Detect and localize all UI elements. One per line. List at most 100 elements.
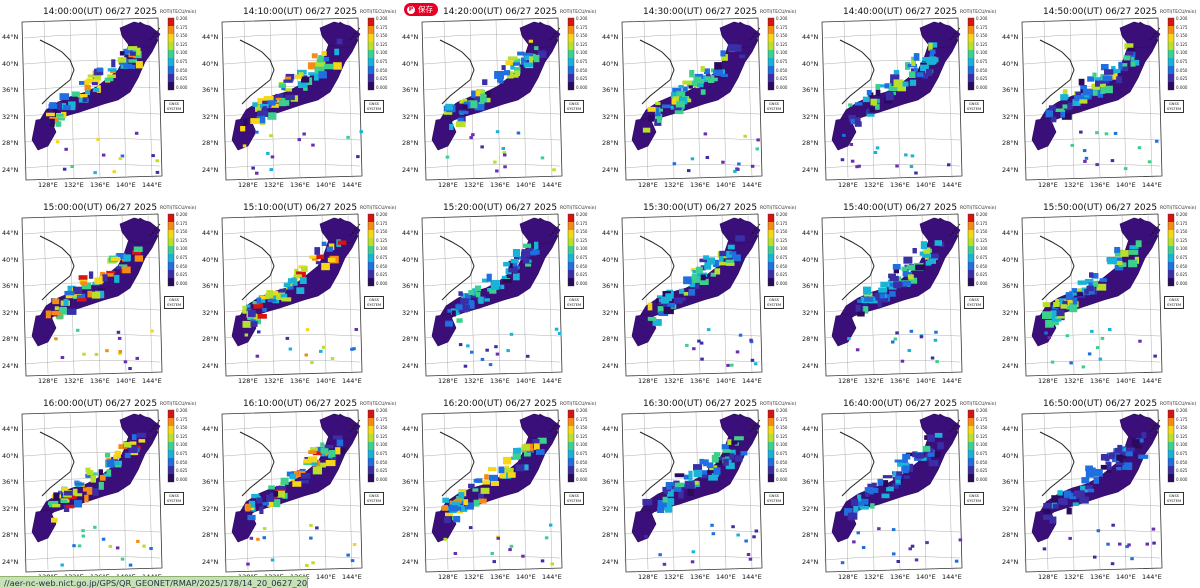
- roti-value-cell: [871, 482, 877, 487]
- roti-value-cell: [937, 442, 944, 450]
- roti-value-cell: [478, 100, 485, 105]
- roti-map-panel: 16:50:00(UT) 06/27 2025 ROTI(TECU/min) 0.2…: [1000, 392, 1200, 588]
- colorbar-frame: [567, 17, 575, 91]
- colorbar-segment: [768, 34, 774, 42]
- roti-value-cell: [885, 92, 894, 101]
- island-station-cell: [753, 362, 758, 366]
- colorbar-segment: [368, 410, 374, 418]
- roti-value-cell: [723, 458, 729, 466]
- roti-value-cell: [1108, 71, 1118, 80]
- longitude-gridline: [521, 411, 527, 571]
- roti-value-cell: [1115, 252, 1121, 257]
- colorbar-tick-label: 0.025: [576, 468, 588, 474]
- roti-value-cell: [123, 442, 132, 448]
- colorbar-segment: [1168, 50, 1174, 58]
- roti-value-cell: [1060, 498, 1068, 505]
- latitude-tick-label: 24°N: [1002, 165, 1019, 174]
- roti-value-cell: [903, 256, 913, 264]
- colorbar-tick-label: 0.175: [176, 220, 188, 226]
- roti-value-cell: [735, 235, 745, 242]
- colorbar-segment: [168, 474, 174, 482]
- colorbar-segment: [768, 18, 774, 26]
- colorbar-segment: [768, 410, 774, 418]
- roti-value-cell: [68, 495, 77, 500]
- roti-value-cell: [315, 261, 321, 265]
- colorbar-tick-label: 0.000: [976, 476, 988, 482]
- longitude-tick-label: 136°E: [290, 181, 310, 189]
- roti-value-cell: [890, 74, 900, 82]
- roti-value-cell: [293, 274, 302, 279]
- roti-value-cell: [1118, 63, 1128, 67]
- latitude-tick-label: 36°N: [602, 282, 619, 290]
- latitude-tick-label: 44°N: [802, 425, 819, 433]
- latitude-tick-label: 24°N: [2, 557, 19, 566]
- colorbar-tick-label: 0.025: [576, 76, 588, 82]
- roti-value-cell: [102, 274, 108, 282]
- island-station-cell: [81, 534, 86, 538]
- island-station-cell: [150, 329, 154, 333]
- colorbar-tick-label: 0.200: [976, 408, 988, 413]
- colorbar-segment: [368, 254, 374, 262]
- colorbar-tick-label: 0.175: [576, 24, 588, 30]
- roti-value-cell: [1084, 289, 1089, 295]
- roti-value-cell: [442, 497, 449, 503]
- colorbar-tick-label: 0.100: [376, 246, 388, 252]
- island-station-cell: [270, 155, 275, 159]
- latitude-tick-label: 44°N: [1002, 425, 1019, 433]
- colorbar-segment: [168, 18, 174, 26]
- colorbar-segment: [168, 50, 174, 58]
- roti-value-cell: [298, 81, 308, 88]
- roti-value-cell: [693, 76, 702, 81]
- colorbar-tick-label: 0.175: [576, 416, 588, 422]
- roti-value-cell: [300, 473, 311, 479]
- japan-landmass: [719, 217, 761, 245]
- longitude-tick-label: 132°E: [864, 573, 884, 581]
- roti-value-cell: [1085, 470, 1095, 478]
- roti-value-cell: [138, 439, 146, 443]
- colorbar-segment: [1168, 58, 1174, 66]
- latitude-tick-label: 28°N: [602, 139, 619, 147]
- colorbar-segment: [368, 270, 374, 278]
- island-station-cell: [142, 544, 146, 548]
- colorbar-label: ROTI(TECU/min): [360, 402, 397, 407]
- island-station-cell: [855, 348, 860, 352]
- colorbar-tick-label: 0.075: [376, 255, 388, 260]
- roti-value-cell: [510, 63, 515, 70]
- longitude-tick-label: 140°E: [316, 377, 336, 385]
- roti-value-cell: [502, 279, 512, 283]
- roti-value-cell: [1075, 91, 1085, 98]
- roti-value-cell: [1107, 258, 1117, 265]
- roti-value-cell: [866, 90, 872, 96]
- roti-value-cell: [316, 462, 326, 468]
- roti-value-cell: [893, 281, 902, 289]
- island-station-cell: [346, 553, 350, 557]
- island-station-cell: [81, 529, 85, 533]
- roti-value-cell: [884, 83, 889, 89]
- roti-value-cell: [674, 482, 685, 488]
- japan-landmass: [719, 413, 761, 441]
- roti-value-cell: [92, 79, 100, 85]
- roti-value-cell: [1104, 85, 1113, 94]
- japan-landmass: [1031, 117, 1057, 151]
- longitude-tick-label: 128°E: [1038, 573, 1058, 581]
- boundary-line: [149, 419, 161, 433]
- roti-value-cell: [268, 485, 275, 490]
- panel-timestamp-title: 16:30:00(UT) 06/27 2025: [642, 399, 758, 409]
- gnss-logo-text: GNSS: [768, 298, 780, 302]
- longitude-tick-label: 144°E: [342, 377, 362, 385]
- roti-value-cell: [315, 446, 324, 452]
- latitude-gridline: [23, 112, 161, 117]
- roti-value-cell: [45, 310, 51, 319]
- roti-value-cell: [64, 490, 73, 496]
- island-station-cell: [849, 143, 854, 146]
- save-button[interactable]: P 保存: [404, 3, 438, 16]
- roti-value-cell: [80, 281, 88, 285]
- colorbar-segment: [368, 458, 374, 466]
- colorbar-tick-label: 0.100: [1176, 246, 1188, 252]
- colorbar-tick-label: 0.150: [176, 425, 188, 431]
- roti-value-cell: [676, 297, 686, 301]
- japan-landmass: [119, 217, 161, 245]
- colorbar-segment: [168, 246, 174, 254]
- gnss-logo-text: SYSTEM: [566, 302, 582, 307]
- roti-value-cell: [720, 73, 728, 77]
